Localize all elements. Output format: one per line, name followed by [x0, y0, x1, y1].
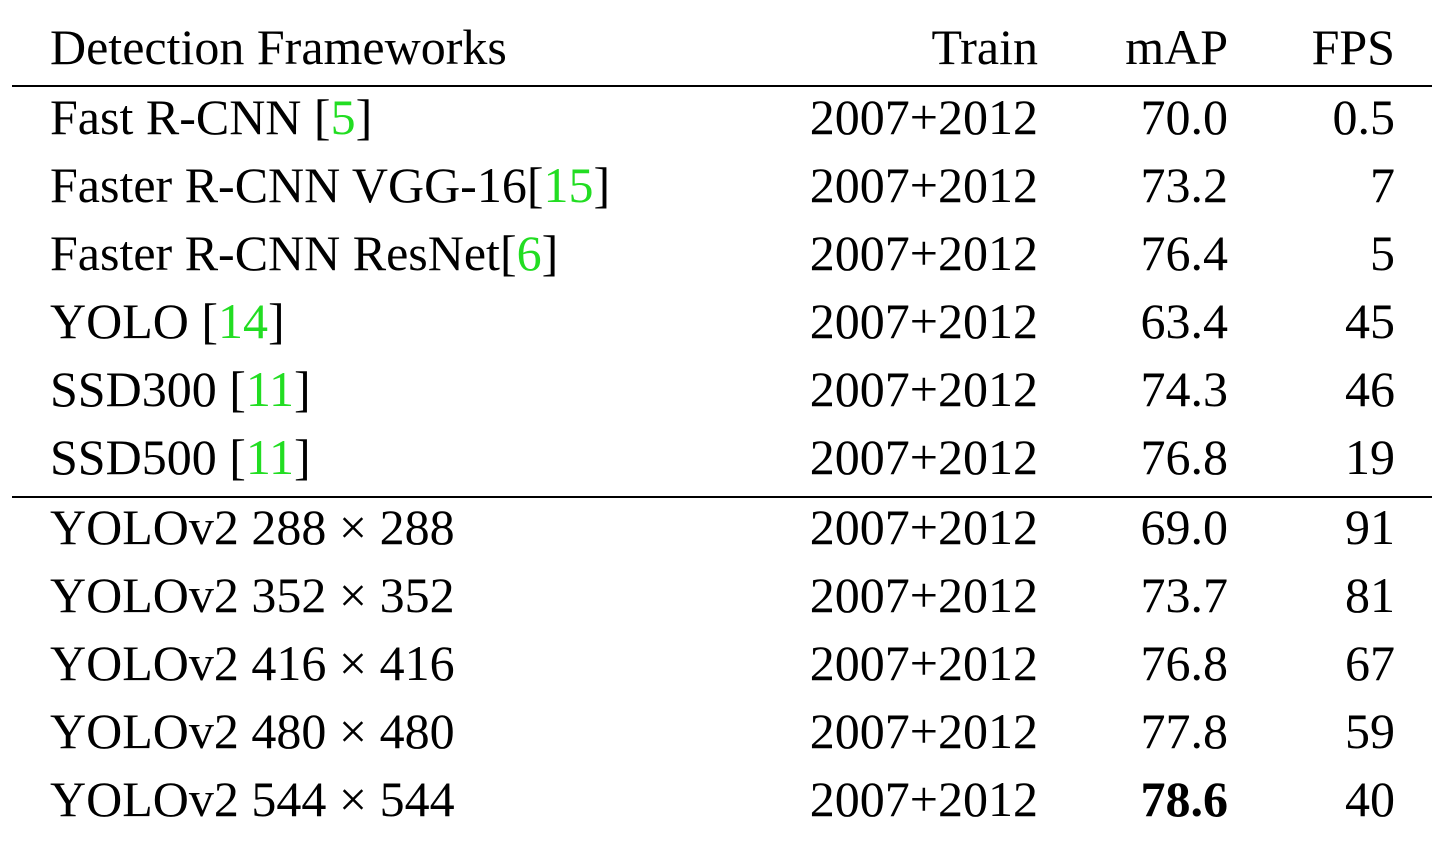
- framework-cell: YOLOv2 416 × 416: [50, 633, 455, 693]
- header-rule: [12, 85, 1432, 87]
- framework-cell: Faster R-CNN VGG-16[15]: [50, 155, 610, 215]
- framework-cell: Faster R-CNN ResNet[6]: [50, 223, 558, 283]
- citation: 14: [218, 293, 269, 349]
- bracket: ]: [541, 225, 559, 281]
- group-rule: [12, 496, 1432, 498]
- fps-cell: 0.5: [1332, 89, 1396, 145]
- train-cell: 2007+2012: [809, 635, 1038, 691]
- citation: 11: [245, 429, 295, 485]
- header-cell: Train: [931, 19, 1038, 75]
- framework-name: YOLO [: [50, 293, 219, 349]
- framework-name: YOLOv2 544 × 544: [50, 771, 455, 827]
- map-cell: 76.8: [1140, 429, 1229, 485]
- framework-cell: YOLOv2 480 × 480: [50, 701, 455, 761]
- citation: 5: [330, 89, 356, 145]
- fps-cell: 45: [1345, 293, 1395, 349]
- bracket: ]: [268, 293, 285, 349]
- framework-cell: YOLOv2 352 × 352: [50, 565, 455, 625]
- fps-cell: 46: [1345, 361, 1395, 417]
- framework-name: SSD300 [: [50, 361, 246, 417]
- fps-cell: 59: [1345, 703, 1395, 759]
- header-cell: FPS: [1311, 19, 1395, 75]
- train-cell: 2007+2012: [809, 429, 1038, 485]
- map-cell: 74.3: [1140, 361, 1229, 417]
- train-cell: 2007+2012: [809, 293, 1038, 349]
- fps-cell: 19: [1345, 429, 1395, 485]
- train-cell: 2007+2012: [809, 499, 1038, 555]
- framework-name: Faster R-CNN VGG-16[: [50, 157, 544, 213]
- fps-cell: 81: [1345, 567, 1395, 623]
- framework-name: YOLOv2 352 × 352: [50, 567, 455, 623]
- framework-cell: YOLOv2 288 × 288: [50, 497, 455, 557]
- fps-cell: 7: [1370, 157, 1395, 213]
- bracket: ]: [355, 89, 373, 145]
- fps-cell: 67: [1345, 635, 1395, 691]
- fps-cell: 40: [1345, 771, 1395, 827]
- map-cell: 63.4: [1140, 293, 1229, 349]
- framework-name: Fast R-CNN [: [50, 89, 331, 145]
- bracket: ]: [593, 157, 611, 213]
- bracket: ]: [294, 429, 311, 485]
- train-cell: 2007+2012: [809, 361, 1038, 417]
- framework-cell: YOLOv2 544 × 544: [50, 769, 455, 829]
- header-cell: mAP: [1125, 19, 1228, 75]
- citation: 15: [543, 157, 594, 213]
- citation: 11: [245, 361, 295, 417]
- header-cell: Detection Frameworks: [50, 19, 507, 75]
- fps-cell: 91: [1345, 499, 1395, 555]
- train-cell: 2007+2012: [809, 225, 1038, 281]
- map-cell: 77.8: [1140, 703, 1229, 759]
- citation: 6: [516, 225, 542, 281]
- framework-name: YOLOv2 416 × 416: [50, 635, 455, 691]
- fps-cell: 5: [1370, 225, 1395, 281]
- framework-name: Faster R-CNN ResNet[: [50, 225, 517, 281]
- train-cell: 2007+2012: [809, 703, 1038, 759]
- train-cell: 2007+2012: [809, 567, 1038, 623]
- map-cell: 76.4: [1140, 225, 1229, 281]
- framework-name: YOLOv2 288 × 288: [50, 499, 455, 555]
- train-cell: 2007+2012: [809, 771, 1038, 827]
- train-cell: 2007+2012: [809, 157, 1038, 213]
- framework-cell: YOLO [14]: [50, 291, 285, 351]
- map-cell: 69.0: [1140, 499, 1229, 555]
- map-cell: 73.7: [1140, 567, 1229, 623]
- map-cell: 73.2: [1140, 157, 1229, 213]
- framework-name: SSD500 [: [50, 429, 246, 485]
- framework-cell: SSD300 [11]: [50, 359, 311, 419]
- bracket: ]: [294, 361, 311, 417]
- map-cell: 76.8: [1140, 635, 1229, 691]
- framework-cell: SSD500 [11]: [50, 427, 311, 487]
- train-cell: 2007+2012: [809, 89, 1038, 145]
- framework-name: YOLOv2 480 × 480: [50, 703, 455, 759]
- framework-cell: Fast R-CNN [5]: [50, 87, 372, 147]
- map-cell: 78.6: [1140, 771, 1229, 827]
- map-cell: 70.0: [1140, 89, 1229, 145]
